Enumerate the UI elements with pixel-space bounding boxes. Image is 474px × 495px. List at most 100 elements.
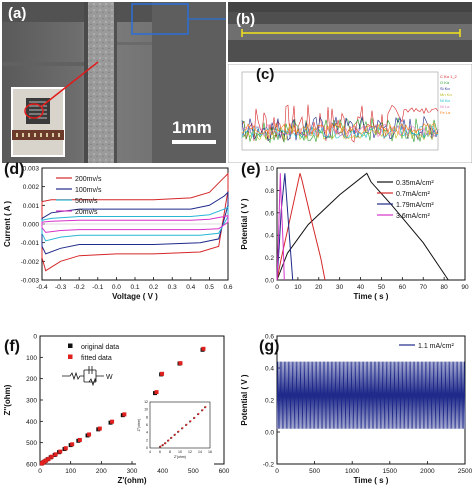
inset-point — [181, 427, 184, 429]
inset-x-tick-label: 12 — [188, 450, 192, 454]
eds-profile-panel-c: (c) C Kα 1_2 O Kα Si Kα Mn Kα Ni Kα Ni Lα Fe L… — [227, 63, 473, 164]
sem-image — [2, 2, 234, 163]
nyquist-point — [122, 412, 127, 417]
x-tick-label: 70 — [420, 284, 428, 291]
nyquist-point — [160, 371, 165, 376]
x-axis-label: Time ( s ) — [354, 476, 389, 485]
x-tick-label: 40 — [357, 284, 365, 291]
legend-label: fitted data — [81, 355, 112, 362]
x-tick-label: 20 — [315, 284, 323, 291]
y-tick-label: 1.0 — [265, 166, 274, 173]
x-tick-label: 10 — [294, 284, 302, 291]
nyquist-point — [77, 437, 82, 442]
sem-zoom-image — [228, 2, 472, 62]
x-tick-label: 30 — [336, 284, 344, 291]
inset-y-tick-label: 6 — [146, 423, 148, 427]
inset-x-tick-label: 8 — [169, 450, 171, 454]
inset-y-tick-label: 4 — [146, 431, 148, 435]
x-tick-label: 300 — [127, 468, 138, 475]
y-tick-label: 0.4 — [265, 233, 274, 240]
x-tick-label: 90 — [461, 284, 469, 291]
legend-label: 3.6mA/cm² — [396, 213, 431, 220]
cycling-trace — [276, 361, 466, 429]
x-tick-label: 500 — [188, 468, 199, 475]
y-tick-label: 0.2 — [265, 398, 274, 405]
eds-legend-item: Mn Kα — [440, 92, 452, 97]
y-tick-label: 0.001 — [23, 203, 40, 210]
x-tick-label: 80 — [440, 284, 448, 291]
inset-x-tick-label: 14 — [198, 450, 202, 454]
nyquist-point — [44, 458, 49, 463]
inset-point — [174, 433, 176, 436]
x-tick-label: 1500 — [383, 468, 398, 475]
x-tick-label: 200 — [96, 468, 107, 475]
sem-zoom-panel-b: (b) — [228, 2, 472, 62]
inset-point — [167, 439, 170, 442]
inset-point — [201, 409, 204, 411]
panel-label-e: (e) — [241, 161, 261, 178]
eds-legend: C Kα 1_2 O Kα Si Kα Mn Kα Ni Kα Ni Lα Fe Lα — [440, 74, 470, 116]
nyquist-point — [63, 446, 68, 451]
y-tick-label: 200 — [26, 376, 37, 383]
inset-y-tick-label: 10 — [144, 408, 148, 412]
y-tick-label: 0.003 — [23, 166, 40, 173]
y-axis-label: Current ( A ) — [3, 201, 12, 247]
x-tick-label: 60 — [399, 284, 407, 291]
y-tick-label: 400 — [26, 419, 37, 426]
cv-loop — [41, 214, 229, 233]
nyquist-point — [46, 456, 51, 461]
y-tick-label: 0.002 — [23, 184, 40, 191]
nyquist-chart-panel-f: 0 100 200 300 400 500 600 0 100 200 300 400 500 600 Z'… — [0, 330, 237, 490]
eds-trace-5 — [241, 123, 439, 138]
nyquist-point — [97, 426, 102, 431]
x-tick-label: 0.1 — [130, 284, 139, 291]
y-tick-label: 0.4 — [265, 366, 274, 373]
panel-label-b: (b) — [236, 11, 256, 28]
x-tick-label: 1000 — [345, 468, 360, 475]
circuit-path — [62, 366, 104, 387]
eds-trace-6 — [241, 122, 439, 136]
y-tick-label: -0.002 — [21, 259, 40, 266]
eds-trace-3 — [241, 127, 439, 141]
gcd-curve — [276, 172, 449, 281]
eds-trace-1 — [241, 117, 439, 144]
y-axis-label: Potential ( V ) — [240, 198, 249, 249]
legend-marker — [68, 343, 73, 348]
x-tick-label: 0.4 — [186, 284, 195, 291]
inset-point — [197, 413, 200, 415]
x-axis-label: Voltage ( V ) — [112, 292, 158, 301]
cv-chart-panel-d: -0.4 -0.3 -0.2 -0.1 0.0 0.1 0.2 0.3 0.4 0.5 0.6 0.0… — [0, 160, 237, 310]
x-tick-label: 400 — [157, 468, 168, 475]
inset-y-tick-label: 2 — [146, 438, 148, 442]
inset-point — [189, 420, 192, 422]
y-tick-label: -0.2 — [263, 462, 275, 469]
legend-label: 0.35mA/cm² — [396, 180, 434, 187]
x-tick-label: 0 — [275, 284, 279, 291]
legend-marker — [68, 354, 73, 359]
panel-label-g: (g) — [259, 338, 280, 355]
x-tick-label: 0.6 — [223, 284, 232, 291]
x-tick-label: 0 — [38, 468, 42, 475]
inset-y-tick-label: 0 — [146, 446, 148, 450]
panel-label-a: (a) — [8, 5, 27, 22]
inset-x-axis-label: Z'(ohm) — [174, 455, 186, 459]
inset-y-axis-label: Z''(ohm) — [137, 419, 141, 432]
x-tick-label: 600 — [219, 468, 230, 475]
eds-legend-item: O Kα — [440, 80, 450, 85]
eds-legend-item: Ni Lα — [440, 104, 450, 109]
nyquist-point — [53, 452, 58, 457]
nyquist-point — [201, 346, 206, 351]
equivalent-circuit-icon — [62, 366, 104, 387]
inset-point — [204, 406, 207, 408]
legend-label: 100mv/s — [75, 187, 102, 194]
nyquist-point — [110, 419, 115, 424]
panel-label-c: (c) — [256, 66, 275, 83]
inset-x-tick-label: 16 — [208, 450, 212, 454]
legend-label: 50mv/s — [75, 198, 98, 205]
gcd-curve — [276, 173, 294, 281]
gcd-chart-panel-e: 0 10 20 30 40 50 60 70 80 90 1.0 0.8 0.6 0.4 0.2 0.0 Tim… — [237, 160, 474, 310]
y-tick-label: 0.000 — [23, 222, 40, 229]
inset-point — [170, 436, 173, 439]
x-axis-label: Time ( s ) — [354, 292, 389, 301]
inset-y-tick-label: 12 — [144, 400, 148, 404]
